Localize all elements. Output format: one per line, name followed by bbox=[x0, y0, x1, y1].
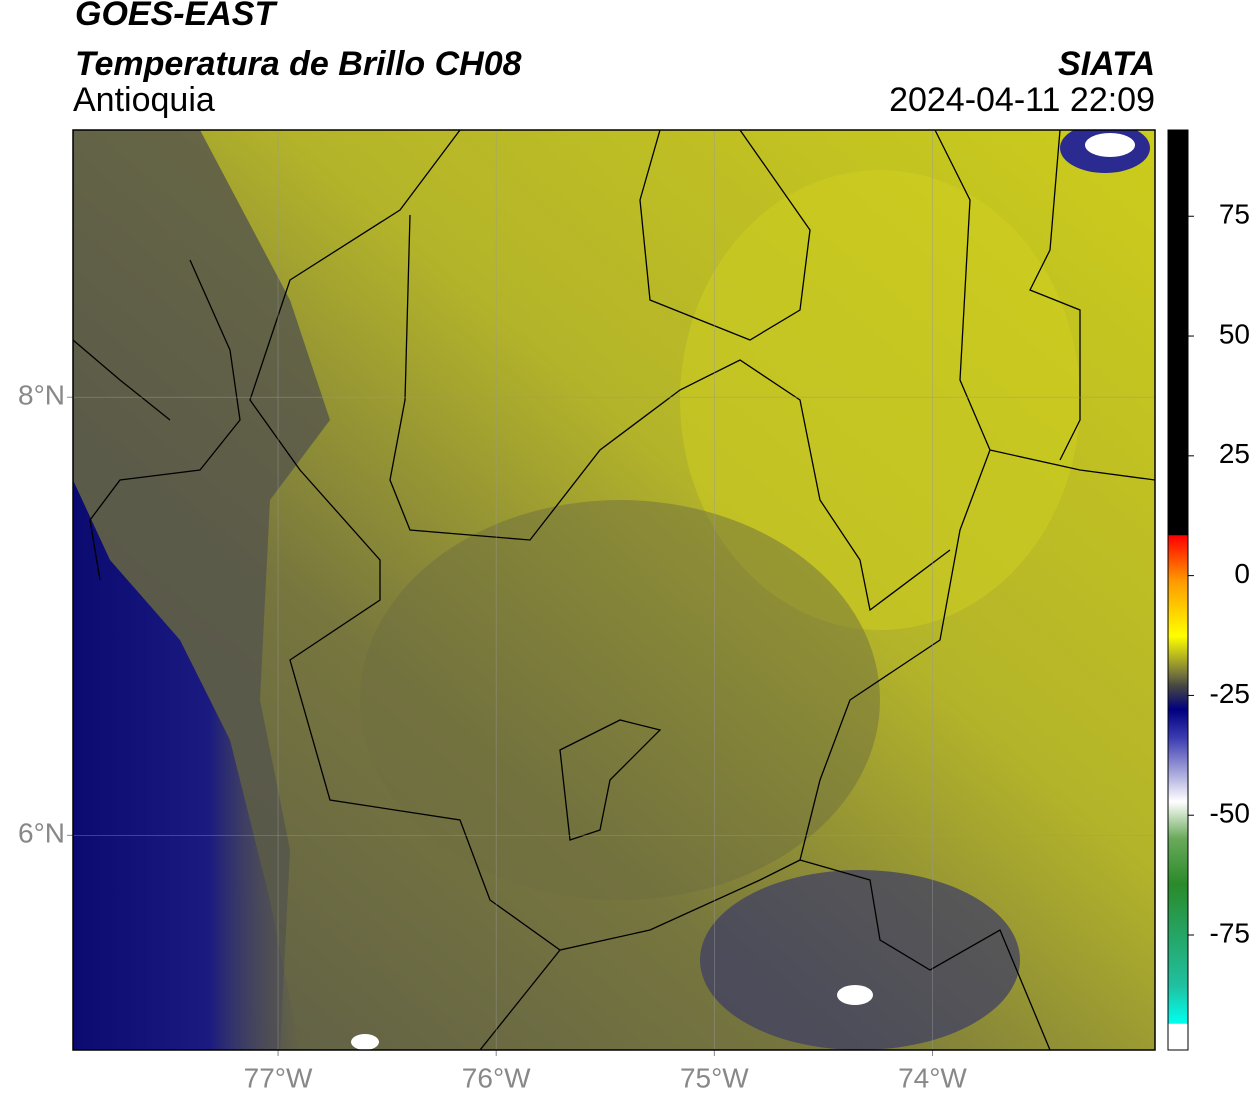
colorbar bbox=[1167, 129, 1189, 1051]
y-tick-label: 8°N bbox=[18, 380, 65, 411]
x-tick-label: 75°W bbox=[680, 1062, 749, 1093]
map-image bbox=[73, 130, 1155, 1050]
source: SIATA bbox=[1058, 45, 1155, 83]
colorbar-tick-label: -25 bbox=[1210, 678, 1250, 709]
title: GOES-EAST bbox=[75, 0, 278, 33]
map-frame bbox=[72, 129, 1156, 1051]
colorbar-tick-label: -50 bbox=[1210, 798, 1250, 829]
y-tick-label: 6°N bbox=[18, 818, 65, 849]
datetime: 2024-04-11 22:09 bbox=[889, 81, 1155, 119]
colorbar-tick-label: 0 bbox=[1234, 558, 1250, 589]
colorbar-tick-label: 75 bbox=[1219, 199, 1250, 230]
colorbar-tick-label: 50 bbox=[1219, 318, 1250, 349]
x-tick-label: 77°W bbox=[244, 1062, 313, 1093]
x-tick-label: 76°W bbox=[462, 1062, 531, 1093]
colorbar-ticks: 75 50 25 0 -25 -50 -75 bbox=[1188, 199, 1250, 948]
x-tick-label: 74°W bbox=[898, 1062, 967, 1093]
colorbar-tick-label: 25 bbox=[1219, 438, 1250, 469]
graticule: 77°W 76°W 75°W 74°W 8°N 6°N bbox=[18, 130, 1155, 1093]
subtitle: Temperatura de Brillo CH08 bbox=[75, 45, 522, 83]
colorbar-tick-label: -75 bbox=[1210, 917, 1250, 948]
region: Antioquia bbox=[73, 81, 215, 119]
